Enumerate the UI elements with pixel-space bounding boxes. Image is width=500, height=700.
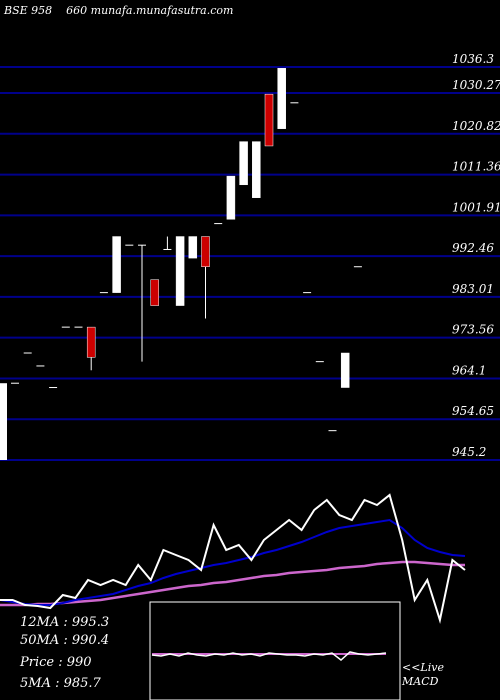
- candle-body: [340, 352, 350, 388]
- y-tick-label: 992.46: [452, 241, 494, 255]
- chart-header: BSE 958 660 munafa.munafasutra.com: [4, 4, 233, 17]
- macd-panel: [151, 651, 387, 661]
- macd-panel-frame: [149, 601, 401, 700]
- candle-body: [86, 326, 96, 358]
- oscillator-panel: [0, 493, 466, 624]
- candle-body: [239, 141, 248, 186]
- site-label: munafa.munafasutra.com: [90, 4, 234, 17]
- candle-body: [150, 279, 159, 306]
- macd-caption-title: MACD: [402, 675, 439, 688]
- y-tick-label: 1030.27: [452, 78, 500, 92]
- y-tick-label: 1001.91: [452, 200, 500, 214]
- y-tick-label: 964.1: [452, 363, 486, 377]
- y-tick-label: 1011.36: [452, 160, 500, 174]
- grid-lines: [0, 66, 500, 461]
- left-edge-bar: [0, 383, 7, 460]
- y-tick-labels: 1036.3 1030.27 1020.82 1011.36 1001.91 992.46…: [452, 52, 500, 459]
- ma12-label: 12MA : 995.3: [20, 615, 110, 630]
- macd-caption-live: <<Live: [402, 661, 444, 674]
- price-label: Price : 990: [20, 655, 92, 670]
- y-tick-label: 954.65: [452, 404, 494, 418]
- y-tick-label: 973.56: [452, 323, 494, 337]
- symbol-label: BSE 958: [4, 4, 53, 17]
- ma5-label: 5MA : 985.7: [20, 676, 101, 691]
- candle-body: [201, 236, 210, 267]
- y-tick-label: 1036.3: [452, 52, 494, 66]
- ma-slow-line: [0, 560, 465, 607]
- code-label: 660: [66, 4, 88, 17]
- candle-body: [112, 236, 121, 293]
- macd-line: [151, 651, 387, 661]
- candle-body: [175, 236, 185, 306]
- candle-body: [226, 175, 236, 220]
- macd-caption: <<Live MACD: [402, 661, 444, 689]
- candle-body: [264, 93, 274, 147]
- price-oscillator-line: [0, 493, 466, 624]
- y-tick-label: 983.01: [452, 282, 494, 296]
- candle-body: [252, 141, 261, 198]
- ma50-label: 50MA : 990.4: [20, 633, 110, 648]
- ma-fast-line: [0, 518, 466, 606]
- candle-body: [277, 68, 286, 129]
- y-tick-label: 945.2: [452, 445, 486, 459]
- candle-body: [188, 236, 198, 259]
- candles: [11, 68, 362, 432]
- y-tick-label: 1020.82: [452, 119, 500, 133]
